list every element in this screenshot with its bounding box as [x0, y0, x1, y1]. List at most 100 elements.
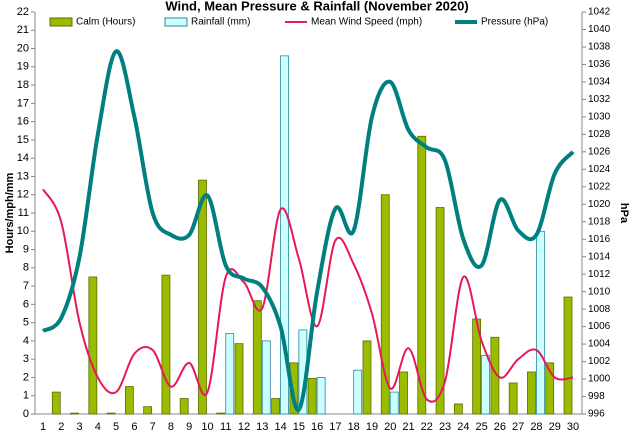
bar [124, 386, 134, 415]
y2-tick-label: 1006 [588, 321, 611, 332]
y-tick-label: 17 [17, 97, 29, 109]
bar [70, 412, 79, 415]
chart-title: Wind, Mean Pressure & Rainfall (November… [165, 0, 468, 13]
bar [216, 412, 226, 415]
legend-label: Calm (Hours) [76, 17, 135, 28]
x-tick-label: 18 [348, 421, 360, 433]
legend-swatch [164, 17, 188, 27]
x-tick-label: 24 [457, 421, 469, 433]
y-tick-label: 1 [23, 390, 29, 402]
y2-axis-label: hPa [618, 203, 630, 224]
x-tick-label: 11 [220, 421, 231, 433]
y2-tick-label: 1032 [588, 94, 611, 105]
y-tick-label: 16 [17, 116, 29, 128]
x-tick-label: 3 [76, 421, 82, 433]
bar [179, 398, 189, 415]
x-tick-label: 30 [567, 421, 579, 433]
bar [362, 340, 372, 415]
bar [143, 406, 153, 415]
bar [545, 362, 555, 415]
y2-tick-label: 1028 [588, 129, 611, 140]
bar [563, 296, 573, 415]
legend-label: Rainfall (mm) [191, 17, 250, 28]
legend-label: Pressure (hPa) [481, 17, 548, 28]
x-tick-label: 26 [494, 421, 506, 433]
y2-tick-label: 1036 [588, 59, 611, 70]
y2-tick-label: 1034 [588, 77, 611, 88]
x-tick-label: 17 [329, 421, 341, 433]
y2-tick-label: 1010 [588, 286, 611, 297]
y-tick-label: 12 [17, 189, 29, 201]
x-tick-label: 29 [549, 421, 561, 433]
x-tick-label: 13 [256, 421, 268, 433]
x-tick-label: 27 [512, 421, 524, 433]
x-tick-label: 20 [384, 421, 396, 433]
x-tick-label: 7 [150, 421, 156, 433]
y-tick-label: 18 [17, 79, 29, 91]
y-tick-label: 19 [17, 61, 29, 73]
bar [271, 398, 280, 415]
y-axis-label: Hours/mph/mm [4, 172, 16, 253]
bar [527, 371, 536, 415]
y-tick-label: 2 [23, 371, 29, 383]
y-tick-label: 5 [23, 317, 29, 329]
x-tick-label: 4 [95, 421, 101, 433]
y2-tick-label: 1026 [588, 146, 611, 157]
y2-tick-label: 1018 [588, 216, 611, 227]
y2-tick-label: 1030 [588, 112, 611, 123]
y-tick-label: 11 [18, 207, 29, 219]
y2-tick-label: 1016 [588, 234, 611, 245]
x-tick-label: 21 [402, 421, 414, 433]
bar [389, 391, 399, 415]
y2-tick-label: 1042 [588, 7, 611, 18]
x-tick-label: 22 [421, 421, 433, 433]
line [42, 188, 574, 403]
line [41, 49, 575, 412]
y2-tick-label: 1014 [588, 251, 611, 262]
x-tick-label: 6 [131, 421, 137, 433]
bar [88, 276, 98, 415]
bar [51, 391, 61, 415]
y2-tick-label: 998 [588, 391, 605, 402]
x-tick-label: 28 [530, 421, 542, 433]
bar [508, 382, 518, 415]
bar [280, 55, 289, 415]
bar [399, 371, 408, 415]
bar [353, 369, 363, 415]
y-tick-label: 7 [23, 280, 29, 292]
x-tick-label: 12 [238, 421, 250, 433]
y2-tick-label: 1038 [588, 42, 611, 53]
y-tick-label: 22 [17, 6, 29, 18]
y-tick-label: 13 [17, 170, 29, 182]
x-tick-label: 1 [40, 421, 46, 433]
bar [316, 377, 326, 415]
x-tick-label: 19 [366, 421, 378, 433]
bar [380, 194, 390, 415]
y-tick-label: 3 [23, 353, 29, 365]
legend-label: Mean Wind Speed (mph) [311, 17, 422, 28]
x-tick-label: 10 [201, 421, 213, 433]
bar [453, 403, 463, 415]
bar [234, 343, 244, 415]
y-tick-label: 15 [17, 134, 29, 146]
bar [252, 300, 262, 415]
x-tick-label: 8 [168, 421, 174, 433]
y-tick-label: 9 [23, 243, 29, 255]
y2-tick-label: 1024 [588, 164, 611, 175]
bar [225, 333, 235, 415]
y-tick-label: 0 [23, 408, 29, 420]
x-tick-label: 15 [293, 421, 305, 433]
y2-tick-label: 1040 [588, 24, 611, 35]
x-tick-label: 5 [113, 421, 119, 433]
y-tick-label: 6 [23, 298, 29, 310]
legend-swatch [49, 17, 73, 27]
y-tick-label: 14 [17, 152, 29, 164]
y2-tick-label: 996 [588, 409, 605, 420]
y-tick-label: 8 [23, 262, 29, 274]
y2-tick-label: 1022 [588, 181, 611, 192]
x-tick-label: 9 [186, 421, 192, 433]
bar [481, 355, 491, 415]
x-tick-label: 23 [439, 421, 451, 433]
y2-tick-label: 1008 [588, 304, 611, 315]
